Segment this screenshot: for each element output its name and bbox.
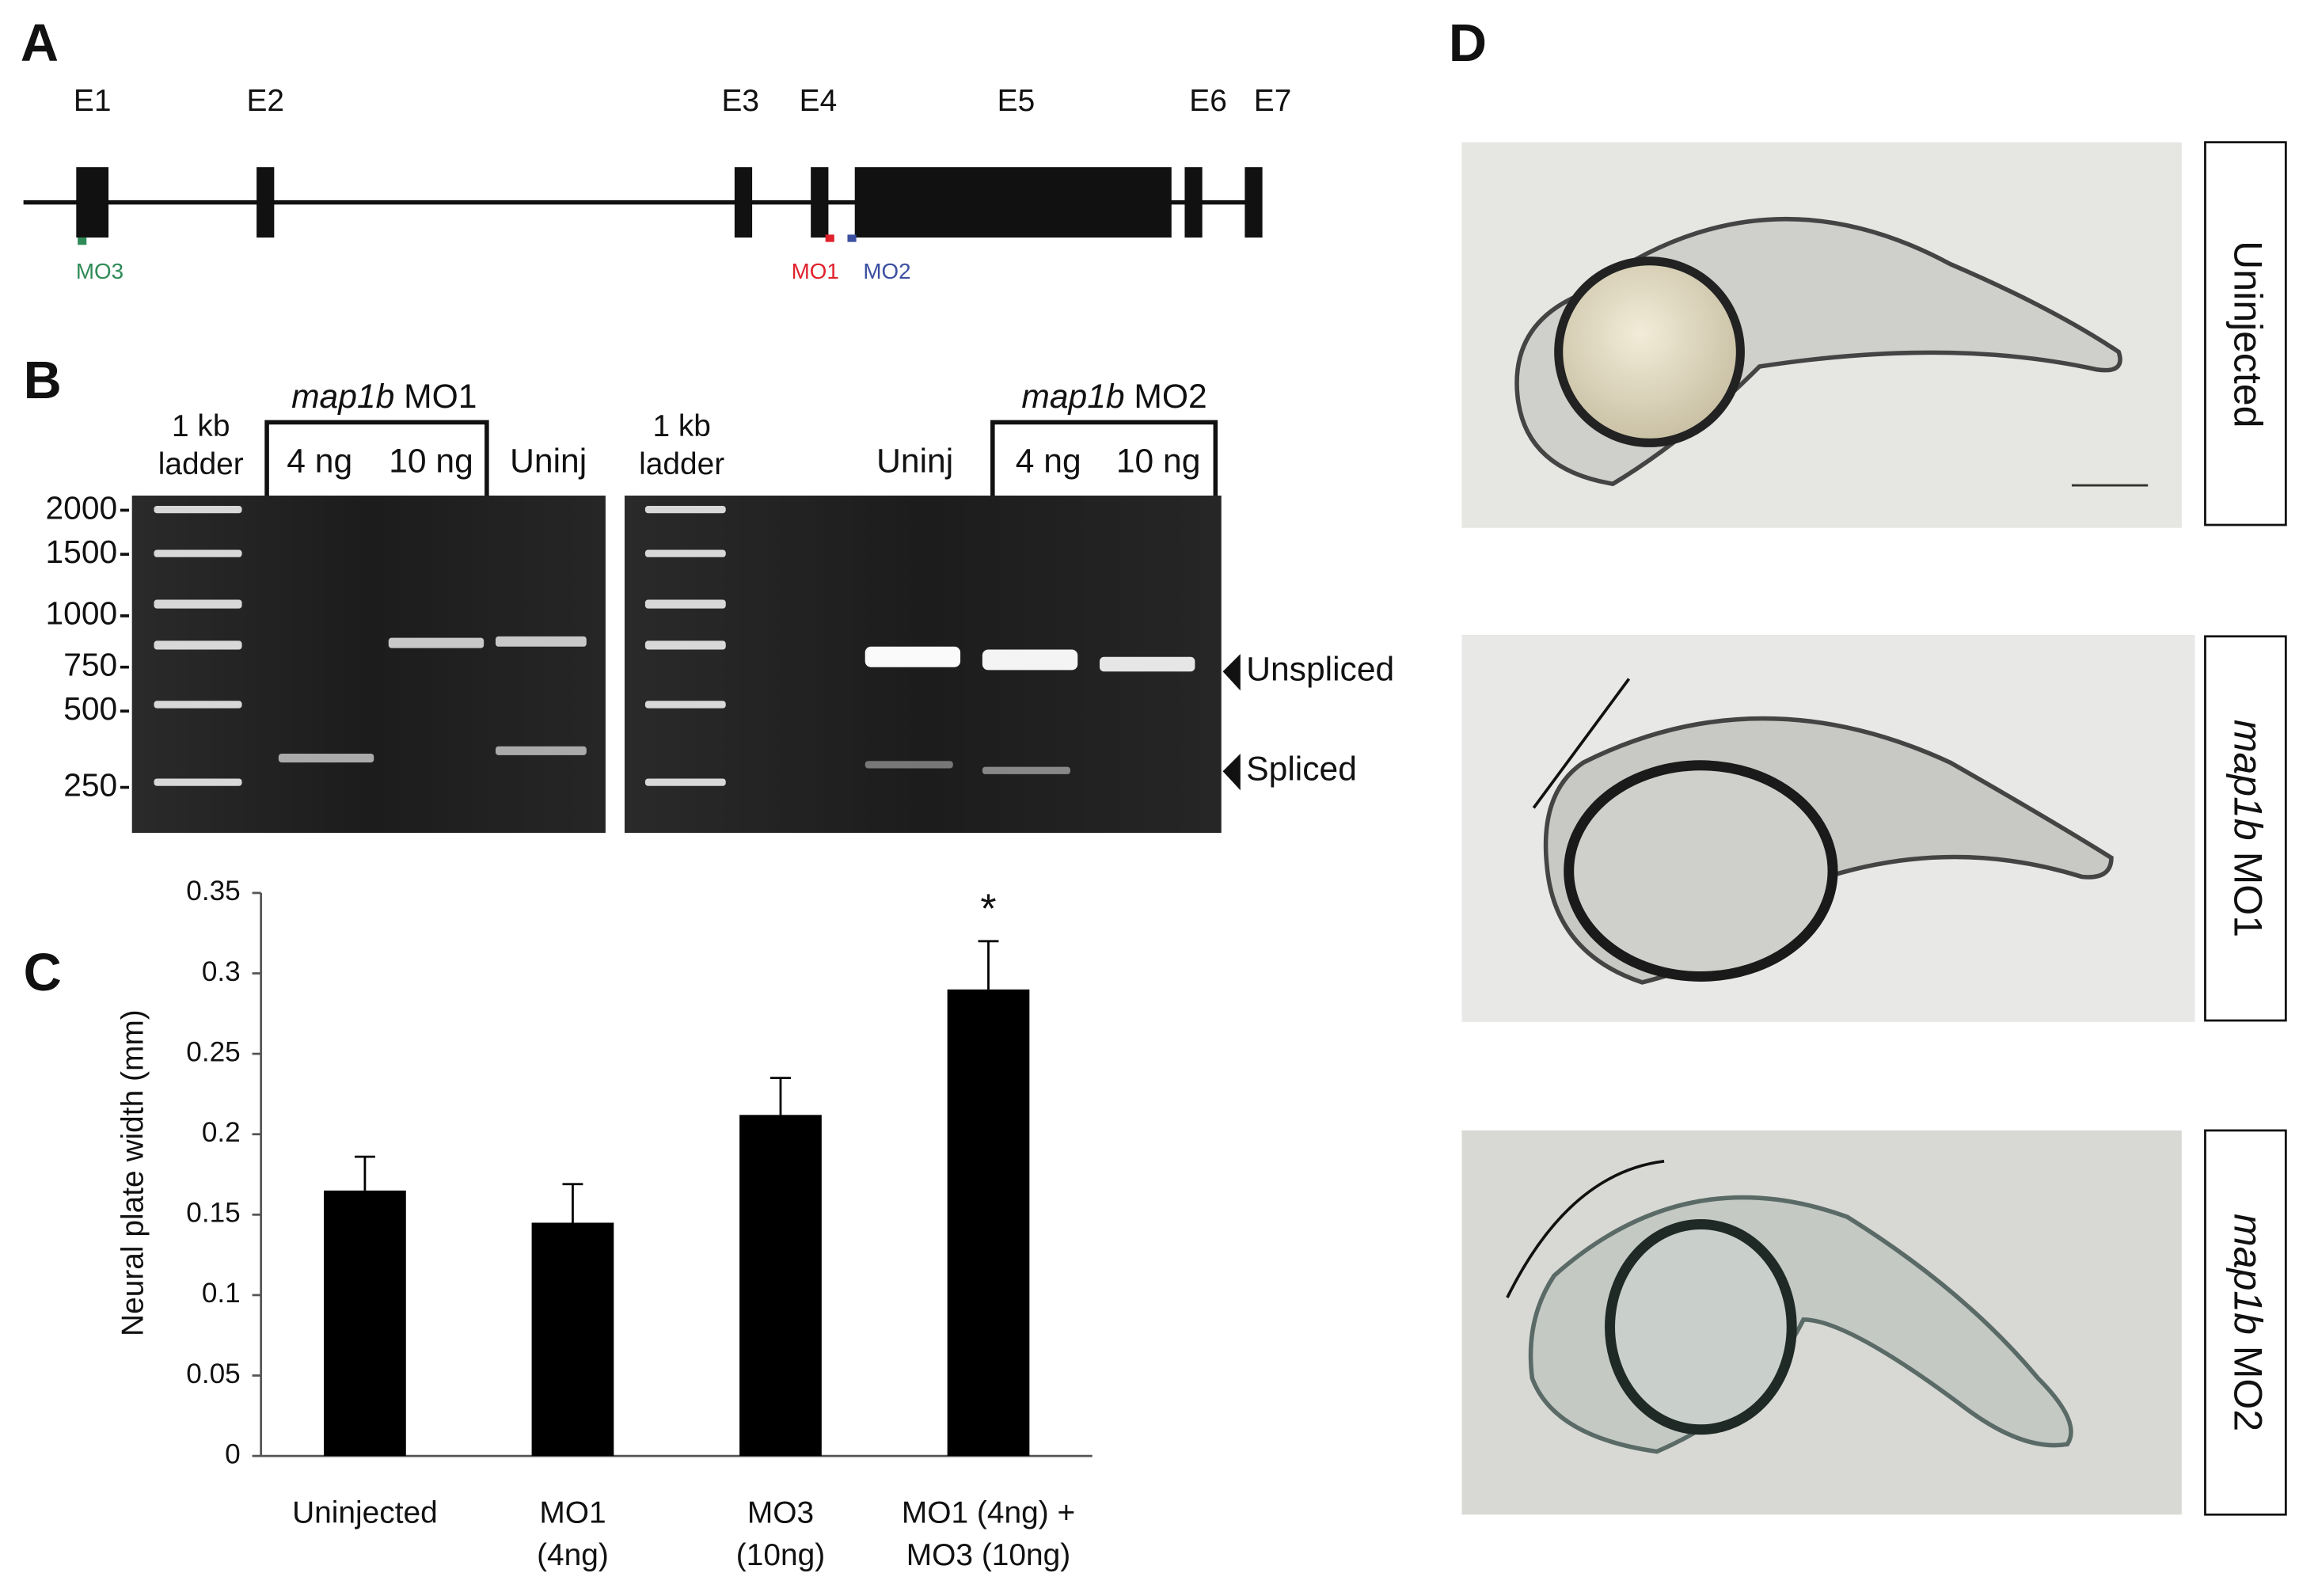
arrowhead	[1222, 753, 1241, 791]
lane-label: Uninj	[876, 443, 953, 481]
lane-label: 10 ng	[1116, 443, 1201, 481]
panel-c: C Neural plate width (mm) 0 0.05 0.1 0.15 0.…	[24, 876, 1092, 1572]
error-bar	[978, 940, 999, 990]
mo-label: MO2	[863, 259, 910, 283]
gene-name: map1b	[2225, 720, 2270, 841]
size-label: 500	[63, 690, 117, 727]
arrowhead	[1222, 654, 1241, 691]
exon	[854, 167, 1172, 238]
exon	[1184, 167, 1203, 238]
band-label: Spliced	[1246, 750, 1357, 788]
mo-label: MO1	[792, 259, 839, 283]
y-axis-title: Neural plate width (mm)	[116, 1009, 150, 1336]
panel-letter: B	[24, 352, 62, 410]
exon	[256, 167, 275, 238]
condition-label: Uninjected	[2225, 241, 2270, 428]
exon	[811, 167, 829, 238]
panel-b: B 1 kb ladder 1 kb ladder map1b MO1 map1…	[24, 352, 1394, 833]
condition-label: map1b MO2	[2225, 1214, 2270, 1431]
ladder-label: ladder	[158, 447, 244, 481]
measure-line	[1532, 678, 1631, 809]
lane-label: 4 ng	[1016, 443, 1081, 481]
size-label: 1500	[46, 534, 118, 570]
mo-name: MO1	[2225, 852, 2270, 937]
y-tick-label: 0.3	[202, 956, 241, 987]
gel-bands	[154, 505, 1195, 786]
error-bar	[354, 1155, 375, 1191]
y-tick-label: 0.35	[186, 876, 240, 906]
lane-label: 10 ng	[389, 443, 473, 481]
exon-label: E6	[1189, 84, 1227, 118]
lane-label: Uninj	[510, 443, 587, 481]
exon-label: E4	[800, 84, 838, 118]
exon	[1244, 167, 1263, 238]
mo-site	[78, 238, 87, 245]
bar	[739, 1115, 822, 1457]
ladder-label: ladder	[639, 447, 724, 481]
exon-label: E2	[246, 84, 284, 118]
x-tick-label: (10ng)	[736, 1538, 825, 1572]
lane-label: 4 ng	[287, 443, 352, 481]
y-tick-label: 0.2	[202, 1117, 241, 1148]
size-label: 1000	[46, 595, 118, 632]
panel-letter: D	[1449, 14, 1487, 73]
size-label: 2000	[46, 489, 118, 526]
exon-label: E3	[721, 84, 759, 118]
mo-site	[825, 234, 834, 242]
mo-name: MO1	[404, 378, 477, 416]
mo-name: MO2	[1134, 378, 1206, 416]
condition-label: map1b MO1	[2225, 720, 2270, 937]
y-tick-label: 0.05	[186, 1358, 240, 1389]
ladder-label: 1 kb	[172, 409, 230, 443]
gene-name: map1b	[1021, 378, 1124, 416]
panel-a: A E1 E2 E3 E4 E5 E6 E7 MO3 MO1 MO2	[21, 14, 1291, 283]
error-bar	[562, 1183, 583, 1223]
bar	[531, 1222, 614, 1457]
band-label: Unspliced	[1246, 651, 1394, 689]
mo-label: MO3	[76, 259, 124, 283]
exon-label: E7	[1254, 84, 1292, 118]
size-label: 750	[63, 646, 117, 682]
bracket	[990, 420, 1218, 496]
x-tick-label: MO3 (10ng)	[906, 1538, 1070, 1572]
x-tick-label: Uninjected	[292, 1495, 438, 1530]
label-box	[2204, 635, 2287, 1022]
bar	[947, 989, 1030, 1457]
y-tick-label: 0	[225, 1438, 241, 1469]
gel-title: map1b MO2	[1021, 378, 1206, 416]
gene-name: map1b	[2225, 1214, 2270, 1335]
bracket	[264, 420, 489, 496]
mo-site	[847, 234, 857, 242]
measure-line	[1506, 1160, 1665, 1298]
mo-name: MO2	[2225, 1346, 2270, 1431]
error-bar	[770, 1077, 791, 1115]
exon	[76, 167, 109, 238]
x-tick-label: MO1 (4ng) +	[902, 1495, 1075, 1530]
yolk	[1605, 1218, 1797, 1435]
exon-label: E1	[74, 84, 112, 118]
size-markers: 2000 1500 1000 750 500 250	[46, 489, 129, 803]
x-tick-label: (4ng)	[537, 1538, 609, 1572]
exon-label: E5	[998, 84, 1036, 118]
yolk	[1564, 760, 1838, 982]
yolk	[1554, 256, 1745, 447]
gene-name: map1b	[291, 378, 394, 416]
bar	[324, 1190, 406, 1457]
gel-title: map1b MO1	[291, 378, 477, 416]
size-label: 250	[63, 766, 117, 803]
y-tick-label: 0.1	[202, 1278, 241, 1309]
significance-mark: *	[980, 886, 996, 932]
y-tick-label: 0.25	[186, 1036, 240, 1067]
exon	[734, 167, 753, 238]
x-tick-label: MO1	[539, 1495, 606, 1530]
panel-letter: C	[24, 944, 62, 1002]
panel-d: D Uninjected map1b MO1 map1b MO2	[1449, 14, 2287, 1516]
y-tick-label: 0.15	[186, 1198, 240, 1229]
ladder-label: 1 kb	[652, 409, 710, 443]
x-tick-label: MO3	[747, 1495, 814, 1530]
label-box	[2204, 1129, 2287, 1516]
label-box	[2204, 141, 2287, 526]
panel-letter: A	[21, 14, 59, 73]
